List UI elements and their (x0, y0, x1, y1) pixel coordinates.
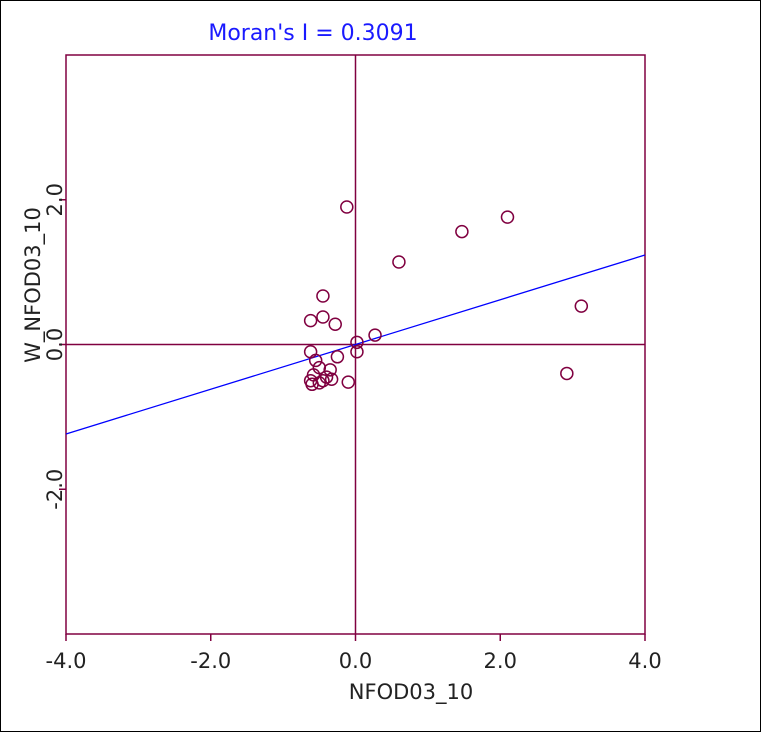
x-axis-label: NFOD03_10 (349, 680, 473, 705)
x-tick-label: 2.0 (484, 649, 517, 673)
data-point (368, 328, 382, 342)
y-axis-label: W_NFOD03_10 (21, 207, 46, 363)
y-tick-label: 0.0 (43, 328, 67, 361)
y-tick-label: -2.0 (43, 469, 67, 510)
x-tick-label: -2.0 (190, 649, 231, 673)
data-point (455, 224, 469, 239)
data-point (316, 289, 330, 303)
chart-title: Moran's I = 0.3091 (208, 21, 417, 46)
data-point (312, 376, 327, 390)
data-point (341, 375, 356, 389)
data-point (500, 210, 515, 224)
data-point (323, 363, 337, 377)
data-point (574, 299, 589, 313)
data-point (324, 372, 339, 386)
data-point (316, 310, 330, 324)
x-tick-label: 0.0 (339, 649, 372, 673)
data-point (305, 377, 319, 392)
points-layer (303, 200, 589, 392)
y-tick-label: 2.0 (43, 183, 67, 216)
data-point (560, 366, 574, 381)
x-tick-label: 4.0 (628, 649, 661, 673)
data-point (303, 344, 318, 359)
regression-layer (65, 254, 646, 435)
data-point (350, 344, 364, 359)
tick-labels: -4.0 -2.0 0.0 2.0 4.0 -2.0 0.0 2.0 (43, 183, 662, 673)
data-point (303, 313, 318, 328)
regression-line (65, 254, 646, 435)
data-point (392, 255, 406, 269)
data-point (340, 200, 354, 214)
data-point (308, 353, 323, 368)
data-point (328, 317, 342, 331)
x-tick-label: -4.0 (46, 649, 87, 673)
data-point (350, 335, 364, 350)
data-point (330, 350, 345, 364)
